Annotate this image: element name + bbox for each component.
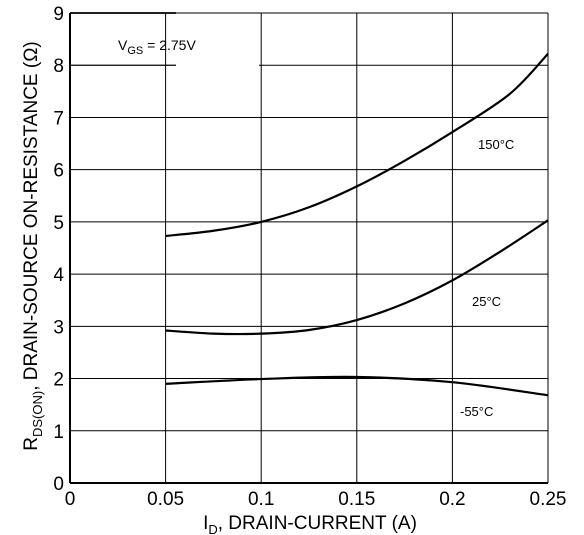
plot-frame (69, 12, 549, 484)
series-25c-line (165, 219, 549, 336)
x-axis-label-rest: , DRAIN-CURRENT (A) (218, 513, 417, 534)
y-tick-label-4: 4 (53, 265, 64, 286)
y-tick-label-2: 2 (53, 370, 64, 391)
y-axis-label-sub: DS(ON) (30, 391, 45, 437)
y-tick-label-0: 0 (53, 474, 64, 495)
condition-main: V (118, 37, 128, 53)
y-tick-label-9: 9 (53, 4, 64, 25)
y-axis-label-rest: , DRAIN-SOURCE ON-RESISTANCE (Ω) (21, 41, 42, 391)
y-axis-label-main: R (21, 437, 42, 451)
series-label-minus55c: -55°C (460, 404, 493, 419)
y-tick-label-7: 7 (53, 108, 64, 129)
tick-labels: 0 0.05 0.1 0.15 0.2 0.25 0 1 2 3 4 5 6 7 8 9 (53, 4, 566, 510)
y-tick-label-6: 6 (53, 161, 64, 182)
x-tick-label-1: 0.05 (147, 489, 184, 510)
x-tick-label-5: 0.25 (530, 489, 567, 510)
x-tick-label-0: 0 (65, 489, 76, 510)
x-axis-label-sub: D (208, 522, 217, 535)
series-label-150c: 150°C (478, 137, 514, 152)
series-layer (165, 52, 549, 397)
x-tick-label-4: 0.2 (439, 489, 465, 510)
y-tick-label-5: 5 (53, 213, 64, 234)
y-tick-label-3: 3 (53, 317, 64, 338)
x-tick-label-3: 0.15 (338, 489, 375, 510)
x-axis-label: ID, DRAIN-CURRENT (A) (203, 513, 417, 535)
y-tick-label-1: 1 (53, 422, 64, 443)
x-axis-label-main: I (203, 513, 208, 534)
condition-sub: GS (127, 45, 143, 57)
y-tick-label-8: 8 (53, 56, 64, 77)
y-axis-label: RDS(ON), DRAIN-SOURCE ON-RESISTANCE (Ω) (21, 41, 45, 451)
series-label-25c: 25°C (472, 294, 501, 309)
x-tick-label-2: 0.1 (248, 489, 274, 510)
condition-label: VGS = 2.75V (118, 37, 196, 57)
series-150c-line (165, 52, 549, 238)
condition-rest: = 2.75V (143, 37, 196, 53)
series-minus55c-line (165, 375, 549, 397)
